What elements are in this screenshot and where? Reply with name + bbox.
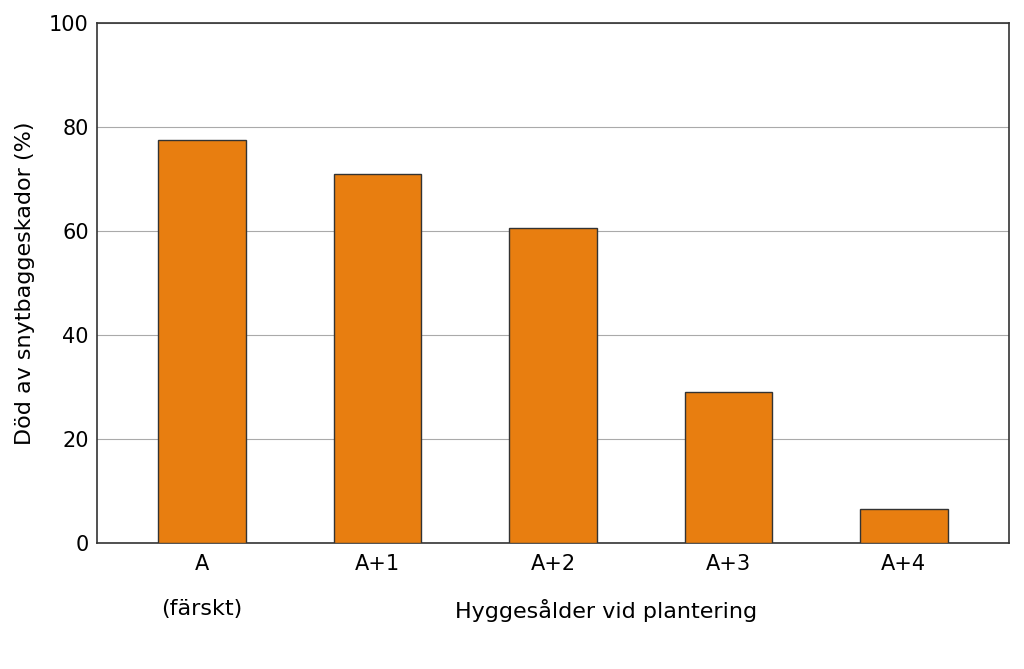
Bar xyxy=(684,392,772,543)
Bar xyxy=(860,509,947,543)
Text: Hyggesålder vid plantering: Hyggesålder vid plantering xyxy=(455,599,757,622)
Bar xyxy=(334,174,422,543)
Bar xyxy=(509,228,597,543)
Text: (färskt): (färskt) xyxy=(162,599,243,619)
Y-axis label: Död av snytbaggeskador (%): Död av snytbaggeskador (%) xyxy=(15,121,35,445)
Bar xyxy=(159,140,246,543)
